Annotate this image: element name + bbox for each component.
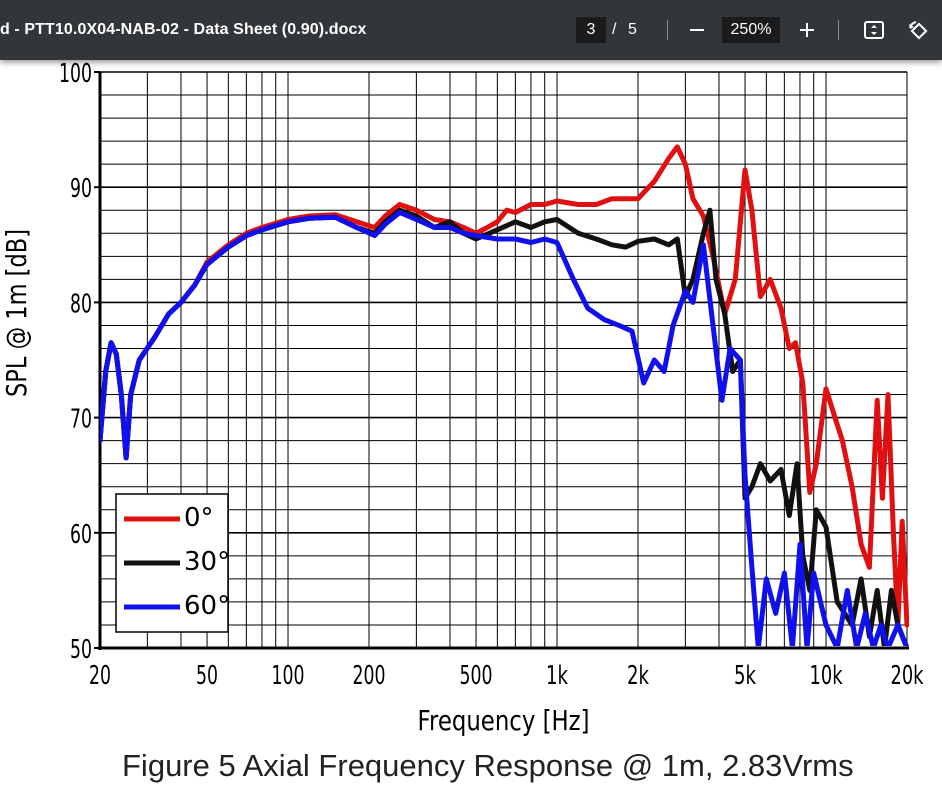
y-tick-label: 70 <box>70 405 92 435</box>
fit-to-page-button[interactable] <box>858 14 890 46</box>
y-tick-label: 80 <box>70 289 92 319</box>
y-tick-label: 100 <box>59 59 92 89</box>
x-tick-label: 20 <box>89 661 111 691</box>
y-tick-label: 90 <box>70 174 92 204</box>
fit-page-icon <box>864 21 884 39</box>
toolbar-divider <box>838 20 839 40</box>
x-tick-label: 5k <box>734 661 756 691</box>
y-axis-title: SPL @ 1m [dB] <box>0 229 33 397</box>
x-tick-label: 2k <box>627 661 649 691</box>
y-tick-label: 60 <box>70 520 92 550</box>
pdf-viewer-toolbar: d - PTT10.0X04-NAB-02 - Data Sheet (0.90… <box>0 0 942 60</box>
total-pages: 5 <box>628 21 637 38</box>
x-tick-label: 1k <box>546 661 568 691</box>
legend-label-1: 30° <box>184 547 230 577</box>
x-tick-label: 200 <box>353 661 386 691</box>
x-tick-label: 100 <box>272 661 305 691</box>
page-number-input[interactable]: 3 <box>576 17 606 43</box>
x-tick-label: 10k <box>810 661 843 691</box>
legend-label-0: 0° <box>184 503 214 533</box>
zoom-level-input[interactable]: 250% <box>722 17 780 43</box>
minus-icon <box>690 29 704 31</box>
figure-caption: Figure 5 Axial Frequency Response @ 1m, … <box>122 748 854 783</box>
page-separator: / <box>612 21 617 38</box>
rotate-button[interactable] <box>902 14 934 46</box>
y-tick-label: 50 <box>70 635 92 665</box>
x-axis-title: Frequency [Hz] <box>418 704 590 737</box>
plus-icon <box>800 23 814 37</box>
document-title: d - PTT10.0X04-NAB-02 - Data Sheet (0.90… <box>0 21 367 38</box>
toolbar-divider <box>667 20 668 40</box>
x-tick-label: 50 <box>196 661 218 691</box>
zoom-in-button[interactable] <box>791 14 823 46</box>
legend-label-2: 60° <box>184 591 230 621</box>
x-tick-label: 20k <box>891 661 924 691</box>
series-line-2 <box>100 210 909 646</box>
rotate-icon <box>909 21 928 40</box>
zoom-out-button[interactable] <box>681 14 713 46</box>
x-tick-label: 500 <box>460 661 493 691</box>
